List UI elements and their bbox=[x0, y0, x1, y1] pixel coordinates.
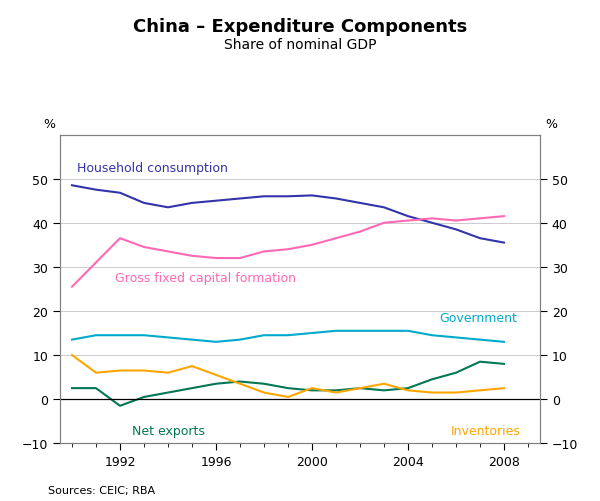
Text: China – Expenditure Components: China – Expenditure Components bbox=[133, 18, 467, 36]
Text: %: % bbox=[545, 118, 557, 131]
Text: %: % bbox=[43, 118, 55, 131]
Text: Net exports: Net exports bbox=[132, 424, 205, 437]
Text: Household consumption: Household consumption bbox=[77, 162, 227, 175]
Text: Share of nominal GDP: Share of nominal GDP bbox=[224, 38, 376, 52]
Text: Government: Government bbox=[439, 312, 517, 325]
Text: Sources: CEIC; RBA: Sources: CEIC; RBA bbox=[48, 485, 155, 495]
Text: Gross fixed capital formation: Gross fixed capital formation bbox=[115, 272, 296, 285]
Text: Inventories: Inventories bbox=[451, 424, 521, 437]
